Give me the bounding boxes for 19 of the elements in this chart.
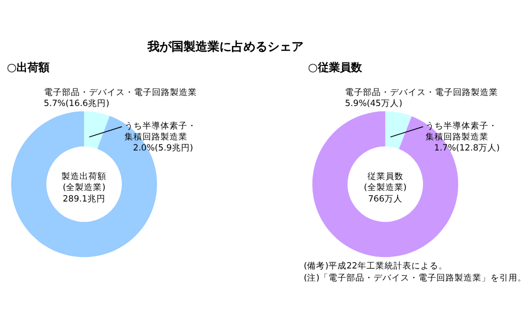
text: (備考)平成22年工業統計表による。 <box>304 260 448 272</box>
text: 集積回路製造業 <box>124 132 188 143</box>
text: 製造出荷額 (全製造業) 289.1兆円 <box>62 171 107 204</box>
text: (注)「電子部品・デバイス・電子回路製造業」を引用。 <box>304 272 526 284</box>
text: 2.0%(5.9兆円) <box>133 142 194 154</box>
data-label: 5.7%(16.6兆円) <box>44 98 110 110</box>
chart-subtitle: ○従業員数 <box>308 60 363 74</box>
text: 1.7%(12.8万人) <box>434 142 500 154</box>
text: うち半導体素子・ <box>124 120 196 132</box>
donut-slice <box>84 111 110 149</box>
text: うち半導体素子・ <box>426 120 498 132</box>
data-label: 5.9%(45万人) <box>344 98 402 110</box>
text: 我が国製造業に占めるシェア <box>146 39 304 54</box>
slice-label: 電子部品・デバイス・電子回路製造業 <box>44 86 197 98</box>
donut-slice <box>385 111 412 149</box>
text: 集積回路製造業 <box>426 132 489 143</box>
text: 従業員数 (全製造業) 766万人 <box>364 171 407 204</box>
chart-subtitle: ○出荷額 <box>6 60 50 74</box>
slice-label: 電子部品・デバイス・電子回路製造業 <box>344 86 498 98</box>
